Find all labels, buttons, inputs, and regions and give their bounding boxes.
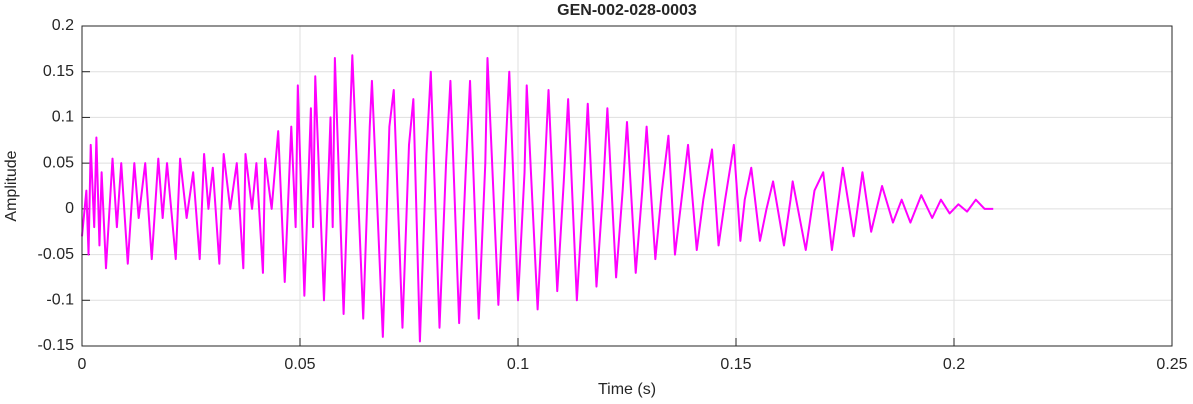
y-tick-label: 0 (65, 200, 74, 217)
y-tick-label: 0.05 (43, 154, 74, 171)
x-tick-label: 0.15 (720, 356, 751, 373)
x-tick-label: 0 (78, 356, 87, 373)
chart-title: GEN-002-028-0003 (557, 2, 697, 19)
x-tick-label: 0.05 (284, 356, 315, 373)
waveform-line (81, 54, 994, 343)
x-tick-label: 0.25 (1156, 356, 1187, 373)
y-axis-label: Amplitude (3, 150, 20, 221)
x-axis-label: Time (s) (598, 381, 656, 398)
y-tick-label: -0.05 (38, 246, 75, 263)
x-tick-label: 0.2 (943, 356, 965, 373)
y-tick-label: 0.15 (43, 63, 74, 80)
x-tick-label: 0.1 (507, 356, 529, 373)
y-tick-label: -0.1 (46, 292, 74, 309)
y-tick-label: 0.1 (52, 109, 74, 126)
y-tick-label: 0.2 (52, 17, 74, 34)
y-tick-label: -0.15 (38, 337, 75, 354)
axes-box (81, 25, 1173, 347)
